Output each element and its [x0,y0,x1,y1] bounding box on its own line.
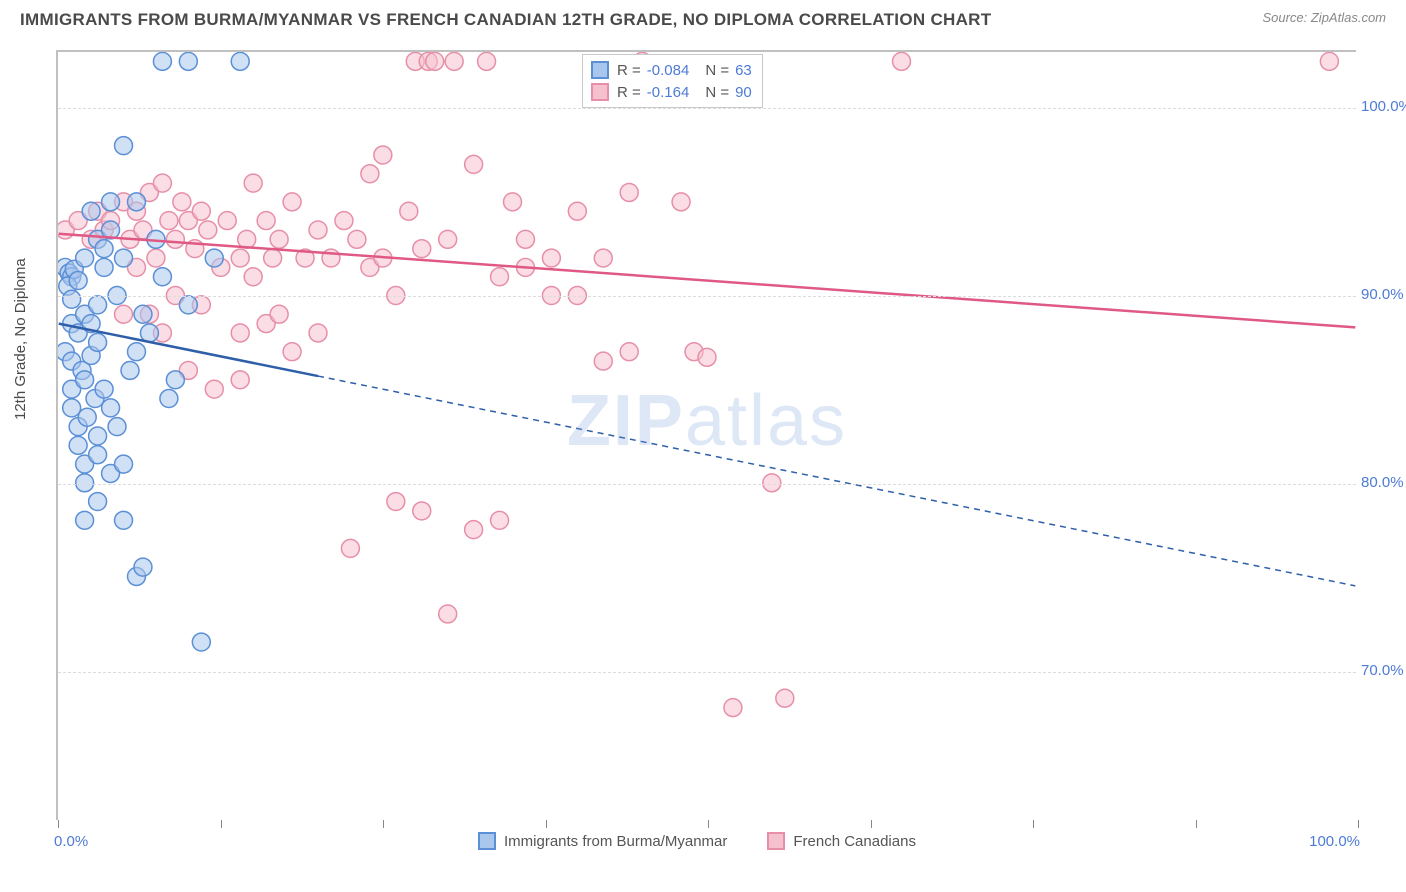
y-axis-label: 12th Grade, No Diploma [12,258,29,420]
legend-row: R = -0.164 N = 90 [591,81,752,103]
chart-title: IMMIGRANTS FROM BURMA/MYANMAR VS FRENCH … [20,10,991,30]
legend-series: Immigrants from Burma/Myanmar French Cana… [478,832,916,850]
legend-swatch [591,61,609,79]
legend-n-value: 63 [735,62,752,79]
x-tick-mark [1033,820,1034,828]
gridline [58,672,1356,673]
x-tick-mark [871,820,872,828]
y-tick-label: 80.0% [1361,474,1406,491]
y-tick-label: 90.0% [1361,286,1406,303]
chart-plot-area: ZIPatlas R = -0.084 N = 63R = -0.164 N =… [56,50,1356,820]
x-tick-mark [1196,820,1197,828]
source-label: Source: ZipAtlas.com [1262,10,1386,25]
legend-n-label: N = [705,62,729,79]
gridline [58,484,1356,485]
x-tick-100: 100.0% [1309,833,1360,850]
legend-n-label: N = [705,84,729,101]
x-tick-0: 0.0% [54,833,88,850]
y-tick-label: 100.0% [1361,98,1406,115]
y-tick-label: 70.0% [1361,662,1406,679]
legend-series-item: Immigrants from Burma/Myanmar [478,832,727,850]
legend-row: R = -0.084 N = 63 [591,59,752,81]
gridline [58,296,1356,297]
x-tick-mark [708,820,709,828]
legend-r-label: R = [617,84,641,101]
legend-r-label: R = [617,62,641,79]
legend-swatch [591,83,609,101]
x-tick-mark [383,820,384,828]
x-tick-mark [221,820,222,828]
legend-series-label: French Canadians [793,833,916,850]
legend-series-item: French Canadians [767,832,916,850]
legend-correlation: R = -0.084 N = 63R = -0.164 N = 90 [582,54,763,108]
legend-r-value: -0.164 [647,84,690,101]
legend-series-label: Immigrants from Burma/Myanmar [504,833,727,850]
x-tick-mark [546,820,547,828]
legend-n-value: 90 [735,84,752,101]
legend-swatch [478,832,496,850]
x-tick-mark [58,820,59,828]
legend-swatch [767,832,785,850]
legend-r-value: -0.084 [647,62,690,79]
gridline [58,108,1356,109]
scatter-svg [58,52,1356,820]
x-tick-mark [1358,820,1359,828]
